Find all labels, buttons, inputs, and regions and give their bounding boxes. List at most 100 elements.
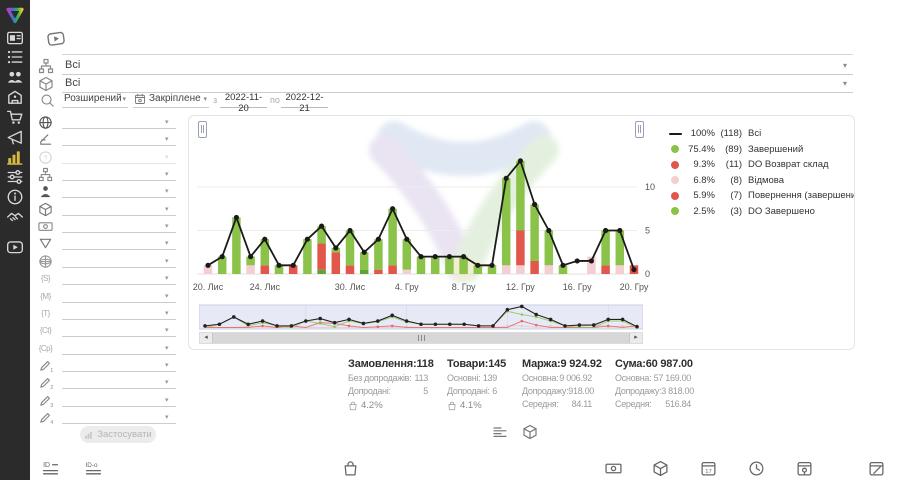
legend-item-3[interactable]: 6.8% (8) Відмова bbox=[667, 173, 854, 189]
toolbar-time-icon[interactable] bbox=[748, 460, 765, 477]
svg-text:20. Лис: 20. Лис bbox=[193, 282, 224, 292]
scroll-left-icon[interactable]: ◂ bbox=[204, 334, 208, 341]
legend-item-5[interactable]: 2.5% (3) DO Завершено bbox=[667, 204, 854, 220]
filter-input-line[interactable] bbox=[62, 128, 176, 129]
filter-input-line[interactable] bbox=[62, 197, 176, 199]
toolbar-delivery-icon[interactable] bbox=[652, 460, 669, 477]
filter-select-layers[interactable]: ▾ bbox=[0, 131, 188, 148]
svg-text:8. Гру: 8. Гру bbox=[452, 282, 476, 292]
building-icon bbox=[3, 88, 27, 106]
toolbar-payment-icon[interactable] bbox=[605, 460, 622, 477]
apply-filters-button[interactable]: Застосувати bbox=[80, 426, 156, 443]
chevron-down-icon: ▾ bbox=[165, 309, 169, 317]
scrollbar-thumb[interactable] bbox=[212, 333, 630, 343]
sidebar-item-video-help[interactable] bbox=[3, 238, 27, 256]
sidebar-item-customers[interactable] bbox=[3, 68, 27, 86]
filter-input-line[interactable] bbox=[62, 284, 176, 286]
video-tutorial-icon[interactable] bbox=[44, 28, 68, 50]
filter-input-line[interactable] bbox=[62, 422, 176, 424]
navigator-left-handle[interactable] bbox=[198, 121, 207, 138]
filter-input-line[interactable] bbox=[62, 370, 176, 372]
filter-select-t[interactable]: {T} ▾ bbox=[0, 305, 188, 322]
filter-select-question[interactable]: ? ▾ bbox=[0, 149, 188, 166]
stat-sub-row: Допродані: 6 bbox=[447, 386, 497, 396]
date-to-input[interactable]: 2022-12-21 bbox=[281, 92, 328, 114]
filter-select-sitemap[interactable]: ▾ bbox=[0, 166, 188, 183]
sidebar-item-dashboard[interactable] bbox=[3, 29, 27, 47]
chevron-down-icon: ▾ bbox=[165, 327, 169, 335]
sidebar bbox=[0, 0, 30, 480]
toolbar-external-id-icon[interactable]: ID-o bbox=[85, 460, 102, 477]
cube-icon bbox=[38, 76, 54, 92]
sidebar-item-orders[interactable] bbox=[3, 48, 27, 66]
sidebar-item-statistics[interactable] bbox=[3, 148, 27, 166]
pencil-icon: 2 bbox=[38, 375, 53, 390]
toolbar-date-modified-icon[interactable] bbox=[868, 460, 885, 477]
filter-input-line[interactable] bbox=[62, 405, 176, 407]
filter-input-line[interactable] bbox=[62, 318, 176, 320]
toolbar-products-icon[interactable] bbox=[342, 460, 359, 477]
users-icon bbox=[3, 68, 27, 86]
filter-input-line[interactable] bbox=[62, 214, 176, 216]
navigator-right-handle[interactable] bbox=[635, 121, 644, 138]
chevron-down-icon: ▾ bbox=[165, 361, 169, 369]
filter-input-line[interactable] bbox=[62, 232, 176, 234]
filter-select-pencil4[interactable]: 4 ▾ bbox=[0, 409, 188, 426]
toolbar-date-pinned-icon[interactable] bbox=[796, 460, 813, 477]
status-group-select[interactable]: Всі ▾ bbox=[38, 58, 853, 75]
period-select[interactable]: Закріплене ▾ bbox=[133, 92, 209, 108]
sidebar-item-partners[interactable] bbox=[3, 208, 27, 226]
filter-input-line[interactable] bbox=[62, 336, 176, 338]
sidebar-item-sales[interactable] bbox=[3, 108, 27, 126]
date-to-label: по bbox=[270, 95, 280, 105]
sidebar-item-settings[interactable] bbox=[3, 168, 27, 186]
sidebar-item-marketing[interactable] bbox=[3, 128, 27, 146]
filter-select-s[interactable]: {S} ▾ bbox=[0, 270, 188, 287]
person-icon bbox=[38, 184, 53, 199]
date-from-input[interactable]: 2022-11-20 bbox=[220, 92, 267, 114]
filter-select-person[interactable]: ▾ bbox=[0, 183, 188, 200]
filter-select-banknote[interactable]: ▾ bbox=[0, 218, 188, 235]
products-view-cube-icon[interactable] bbox=[522, 424, 538, 440]
filter-input-line[interactable] bbox=[62, 353, 176, 355]
filter-select-funnel[interactable]: ▾ bbox=[0, 235, 188, 252]
filter-select-ct[interactable]: {Ct} ▾ bbox=[0, 322, 188, 339]
filter-select-pencil3[interactable]: 3 ▾ bbox=[0, 392, 188, 409]
toolbar-date-created-icon[interactable]: 17 bbox=[700, 460, 717, 477]
filter-select-globe[interactable]: ▾ bbox=[0, 114, 188, 131]
svg-text:ID-o: ID-o bbox=[86, 462, 98, 469]
filter-select-pencil2[interactable]: 2 ▾ bbox=[0, 374, 188, 391]
filter-input-line[interactable] bbox=[62, 180, 176, 182]
sidebar-item-warehouse[interactable] bbox=[3, 88, 27, 106]
filter-input-line[interactable] bbox=[62, 162, 176, 164]
filter-input-line[interactable] bbox=[62, 145, 176, 147]
chart-navigator[interactable] bbox=[198, 304, 644, 330]
filter-select-cube[interactable]: ▾ bbox=[0, 201, 188, 218]
scroll-right-icon[interactable]: ▸ bbox=[634, 334, 638, 341]
date-from-label: з bbox=[213, 95, 218, 105]
stat-sub-row: Допродані: 5 bbox=[348, 386, 428, 396]
filter-input-line[interactable] bbox=[62, 249, 176, 251]
sidebar-item-info[interactable] bbox=[3, 188, 27, 206]
filter-select-m[interactable]: {M} ▾ bbox=[0, 288, 188, 305]
search-mode-select[interactable]: Розширений ▾ bbox=[62, 92, 128, 108]
filter-select-globe2[interactable]: ▾ bbox=[0, 253, 188, 270]
brand-logo-icon[interactable] bbox=[4, 5, 26, 26]
legend-item-0[interactable]: 100% (118) Всі bbox=[667, 126, 854, 142]
tag-s-icon: {S} bbox=[40, 274, 51, 284]
legend-item-2[interactable]: 9.3% (11) DO Возврат склад bbox=[667, 157, 854, 173]
chevron-down-icon: ▾ bbox=[842, 61, 847, 70]
list-view-viewlist-icon[interactable] bbox=[492, 424, 508, 440]
filter-input-line[interactable] bbox=[62, 266, 176, 268]
chevron-down-icon: ▾ bbox=[165, 205, 169, 213]
chevron-down-icon: ▾ bbox=[165, 344, 169, 352]
toolbar-order-id-icon[interactable]: ID bbox=[42, 460, 59, 477]
filter-input-line[interactable] bbox=[62, 388, 176, 390]
filter-select-pencil1[interactable]: 1 ▾ bbox=[0, 357, 188, 374]
product-group-select[interactable]: Всі ▾ bbox=[39, 76, 853, 93]
legend-item-4[interactable]: 5.9% (7) Повернення (завершений) bbox=[667, 188, 854, 204]
filter-select-cp[interactable]: {Cp} ▾ bbox=[0, 340, 188, 357]
navigator-scrollbar[interactable]: ◂ ▸ bbox=[199, 332, 643, 344]
filter-input-line[interactable] bbox=[62, 301, 176, 303]
legend-item-1[interactable]: 75.4% (89) Завершений bbox=[667, 142, 854, 158]
